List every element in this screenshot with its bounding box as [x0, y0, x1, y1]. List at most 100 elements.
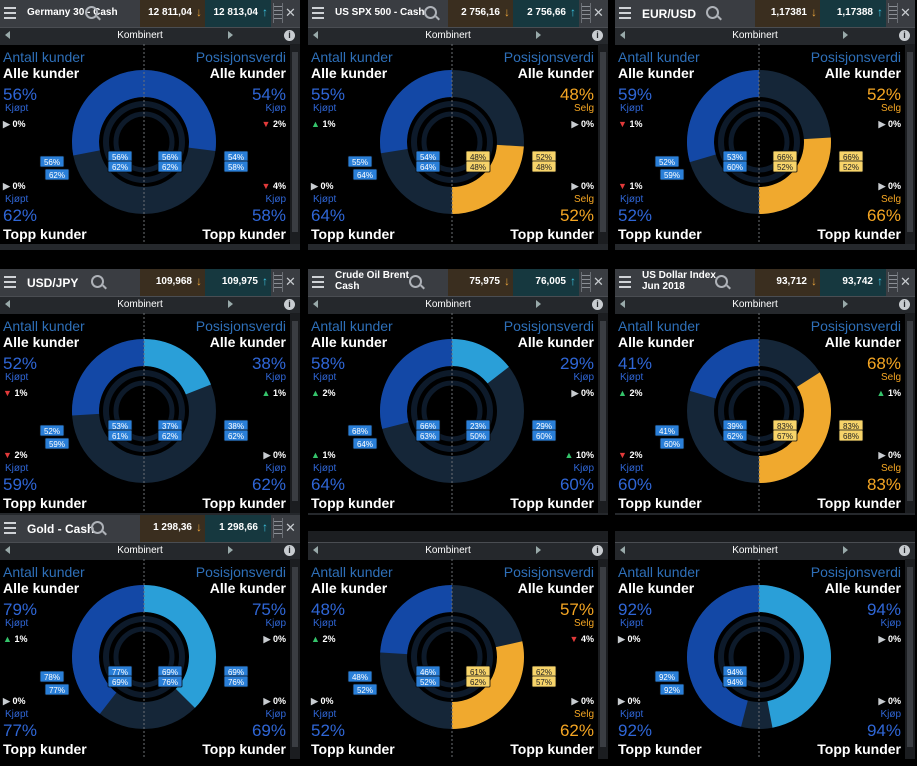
info-icon[interactable]: i [592, 30, 603, 41]
scrollbar-thumb[interactable] [907, 321, 913, 501]
scrollbar-thumb[interactable] [600, 321, 606, 501]
change-value: 0% [272, 696, 286, 706]
info-icon[interactable]: i [899, 299, 910, 310]
close-icon[interactable]: ✕ [285, 520, 296, 535]
buy-price-button[interactable]: 12 813,04 ↑ [205, 0, 271, 27]
view-mode-label[interactable]: Kombinert [732, 299, 778, 310]
previous-mode-icon[interactable] [313, 31, 318, 39]
info-icon[interactable]: i [899, 30, 910, 41]
scrollbar[interactable] [290, 559, 300, 759]
sell-price-button[interactable]: 93,712 ↓ [755, 269, 820, 296]
next-mode-icon[interactable] [843, 546, 848, 554]
view-mode-label[interactable]: Kombinert [732, 30, 778, 41]
view-mode-label[interactable]: Kombinert [117, 299, 163, 310]
view-mode-bar: Kombinert i [0, 542, 300, 560]
sell-price-button[interactable]: 1,17381 ↓ [755, 0, 820, 27]
next-mode-icon[interactable] [843, 31, 848, 39]
buy-price-button[interactable]: 1,17388 ↑ [820, 0, 886, 27]
view-mode-label[interactable]: Kombinert [425, 299, 471, 310]
menu-icon[interactable] [619, 7, 631, 19]
scrollbar-thumb[interactable] [292, 567, 298, 747]
scrollbar[interactable] [598, 313, 608, 513]
close-icon[interactable]: ✕ [285, 274, 296, 289]
previous-mode-icon[interactable] [5, 31, 10, 39]
drag-handle-icon[interactable] [581, 3, 591, 23]
scrollbar[interactable] [905, 44, 915, 244]
drag-handle-icon[interactable] [273, 3, 283, 23]
search-icon[interactable] [715, 275, 728, 288]
next-mode-icon[interactable] [536, 300, 541, 308]
sell-price-button[interactable]: 12 811,04 ↓ [140, 0, 205, 27]
view-mode-label[interactable]: Kombinert [732, 545, 778, 556]
next-mode-icon[interactable] [843, 300, 848, 308]
menu-icon[interactable] [312, 276, 324, 288]
drag-handle-icon[interactable] [888, 272, 898, 292]
scrollbar[interactable] [598, 44, 608, 244]
scrollbar[interactable] [905, 313, 915, 513]
previous-mode-icon[interactable] [620, 31, 625, 39]
drag-handle-icon[interactable] [273, 272, 283, 292]
next-mode-icon[interactable] [228, 31, 233, 39]
sell-price-button[interactable]: 2 756,16 ↓ [448, 0, 513, 27]
sell-price-button[interactable]: 1 298,36 ↓ [140, 515, 205, 542]
view-mode-label[interactable]: Kombinert [425, 545, 471, 556]
ratio-bubble-box [44, 437, 70, 450]
previous-mode-icon[interactable] [5, 300, 10, 308]
drag-handle-icon[interactable] [581, 272, 591, 292]
menu-icon[interactable] [619, 276, 631, 288]
next-mode-icon[interactable] [228, 300, 233, 308]
search-icon[interactable] [424, 6, 437, 19]
scrollbar-thumb[interactable] [907, 52, 913, 232]
sell-price-button[interactable]: 75,975 ↓ [448, 269, 513, 296]
buy-price-button[interactable]: 93,742 ↑ [820, 269, 886, 296]
drag-handle-icon[interactable] [888, 3, 898, 23]
view-mode-label[interactable]: Kombinert [425, 30, 471, 41]
buy-price-button[interactable]: 1 298,66 ↑ [205, 515, 271, 542]
search-icon[interactable] [706, 6, 719, 19]
menu-icon[interactable] [4, 7, 16, 19]
view-mode-label[interactable]: Kombinert [117, 545, 163, 556]
search-icon[interactable] [91, 521, 104, 534]
info-icon[interactable]: i [284, 30, 295, 41]
info-icon[interactable]: i [899, 545, 910, 556]
scrollbar-thumb[interactable] [600, 52, 606, 232]
menu-icon[interactable] [312, 7, 324, 19]
menu-icon[interactable] [4, 276, 16, 288]
close-icon[interactable]: ✕ [900, 274, 911, 289]
previous-mode-icon[interactable] [313, 300, 318, 308]
info-icon[interactable]: i [592, 299, 603, 310]
close-icon[interactable]: ✕ [900, 5, 911, 20]
close-icon[interactable]: ✕ [285, 5, 296, 20]
scrollbar[interactable] [290, 313, 300, 513]
previous-mode-icon[interactable] [620, 300, 625, 308]
scrollbar[interactable] [598, 559, 608, 759]
scrollbar-thumb[interactable] [292, 52, 298, 232]
next-mode-icon[interactable] [536, 31, 541, 39]
info-icon[interactable]: i [592, 545, 603, 556]
search-icon[interactable] [85, 6, 98, 19]
close-icon[interactable]: ✕ [593, 274, 604, 289]
buy-price-button[interactable]: 2 756,66 ↑ [513, 0, 579, 27]
buy-price-button[interactable]: 76,005 ↑ [513, 269, 579, 296]
buy-price-button[interactable]: 109,975 ↑ [205, 269, 271, 296]
scrollbar-thumb[interactable] [292, 321, 298, 501]
previous-mode-icon[interactable] [5, 546, 10, 554]
previous-mode-icon[interactable] [620, 546, 625, 554]
info-icon[interactable]: i [284, 299, 295, 310]
menu-icon[interactable] [4, 522, 16, 534]
drag-handle-icon[interactable] [273, 518, 283, 538]
search-icon[interactable] [91, 275, 104, 288]
next-mode-icon[interactable] [228, 546, 233, 554]
next-mode-icon[interactable] [536, 546, 541, 554]
scrollbar[interactable] [290, 44, 300, 244]
all-value-change: ▶ 0% [572, 388, 594, 399]
search-icon[interactable] [409, 275, 422, 288]
view-mode-label[interactable]: Kombinert [117, 30, 163, 41]
close-icon[interactable]: ✕ [593, 5, 604, 20]
scrollbar-thumb[interactable] [600, 567, 606, 747]
sell-price-button[interactable]: 109,968 ↓ [140, 269, 205, 296]
previous-mode-icon[interactable] [313, 546, 318, 554]
scrollbar[interactable] [905, 559, 915, 759]
scrollbar-thumb[interactable] [907, 567, 913, 747]
info-icon[interactable]: i [284, 545, 295, 556]
